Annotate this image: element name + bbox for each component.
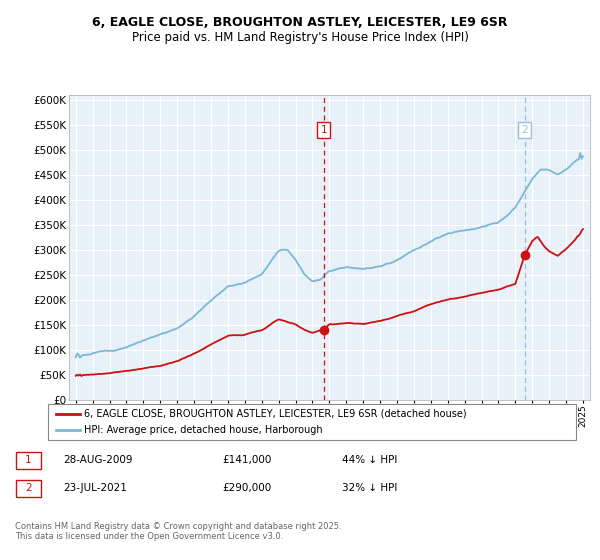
Text: 6, EAGLE CLOSE, BROUGHTON ASTLEY, LEICESTER, LE9 6SR: 6, EAGLE CLOSE, BROUGHTON ASTLEY, LEICES… [92,16,508,29]
Text: 2: 2 [521,125,528,136]
FancyBboxPatch shape [16,452,41,469]
Text: 2: 2 [25,483,32,493]
Text: 23-JUL-2021: 23-JUL-2021 [63,483,127,493]
Text: 1: 1 [320,125,327,136]
Text: £290,000: £290,000 [222,483,271,493]
Text: £141,000: £141,000 [222,455,271,465]
Text: 44% ↓ HPI: 44% ↓ HPI [342,455,397,465]
Text: HPI: Average price, detached house, Harborough: HPI: Average price, detached house, Harb… [84,425,323,435]
Text: 28-AUG-2009: 28-AUG-2009 [63,455,133,465]
FancyBboxPatch shape [16,480,41,497]
FancyBboxPatch shape [48,404,576,440]
Text: 6, EAGLE CLOSE, BROUGHTON ASTLEY, LEICESTER, LE9 6SR (detached house): 6, EAGLE CLOSE, BROUGHTON ASTLEY, LEICES… [84,409,467,419]
Text: 1: 1 [25,455,32,465]
Text: 32% ↓ HPI: 32% ↓ HPI [342,483,397,493]
Text: Price paid vs. HM Land Registry's House Price Index (HPI): Price paid vs. HM Land Registry's House … [131,31,469,44]
Text: Contains HM Land Registry data © Crown copyright and database right 2025.
This d: Contains HM Land Registry data © Crown c… [15,522,341,542]
